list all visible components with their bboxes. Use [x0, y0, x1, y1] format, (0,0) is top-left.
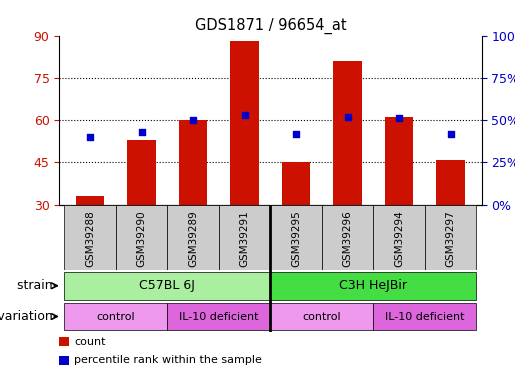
Point: [86, 134, 94, 140]
Bar: [64, 303, 167, 330]
Text: GSM39297: GSM39297: [445, 210, 456, 267]
Bar: [270, 272, 476, 300]
Bar: [76, 196, 104, 205]
Text: C57BL 6J: C57BL 6J: [140, 279, 195, 292]
Bar: [64, 205, 116, 270]
Text: GSM39295: GSM39295: [291, 210, 301, 267]
Bar: [436, 160, 465, 205]
Bar: [270, 205, 322, 270]
Bar: [64, 272, 270, 300]
Text: control: control: [97, 312, 135, 321]
Bar: [59, 356, 70, 365]
Bar: [167, 303, 270, 330]
Text: GSM39294: GSM39294: [394, 210, 404, 267]
Text: count: count: [75, 337, 106, 346]
Bar: [322, 205, 373, 270]
Title: GDS1871 / 96654_at: GDS1871 / 96654_at: [195, 18, 346, 34]
Text: GSM39288: GSM39288: [85, 210, 95, 267]
Bar: [179, 120, 207, 205]
Point: [292, 131, 300, 137]
Text: genotype/variation: genotype/variation: [0, 310, 57, 323]
Bar: [128, 140, 156, 205]
Text: C3H HeJBir: C3H HeJBir: [339, 279, 407, 292]
Text: GSM39290: GSM39290: [136, 210, 147, 267]
Point: [138, 129, 146, 135]
Bar: [425, 205, 476, 270]
Text: GSM39289: GSM39289: [188, 210, 198, 267]
Bar: [334, 61, 362, 205]
Point: [189, 117, 197, 123]
Text: GSM39291: GSM39291: [239, 210, 250, 267]
Bar: [270, 303, 373, 330]
Point: [447, 131, 455, 137]
Bar: [116, 205, 167, 270]
Bar: [219, 205, 270, 270]
Bar: [373, 205, 425, 270]
Text: IL-10 deficient: IL-10 deficient: [385, 312, 465, 321]
Bar: [282, 162, 310, 205]
Text: control: control: [303, 312, 341, 321]
Bar: [231, 41, 259, 205]
Point: [241, 112, 249, 118]
Bar: [385, 117, 413, 205]
Bar: [59, 337, 70, 346]
Point: [344, 114, 352, 120]
Point: [395, 116, 403, 122]
Text: IL-10 deficient: IL-10 deficient: [179, 312, 259, 321]
Bar: [373, 303, 476, 330]
Text: GSM39296: GSM39296: [342, 210, 353, 267]
Bar: [167, 205, 219, 270]
Text: strain: strain: [17, 279, 57, 292]
Text: percentile rank within the sample: percentile rank within the sample: [75, 356, 262, 365]
